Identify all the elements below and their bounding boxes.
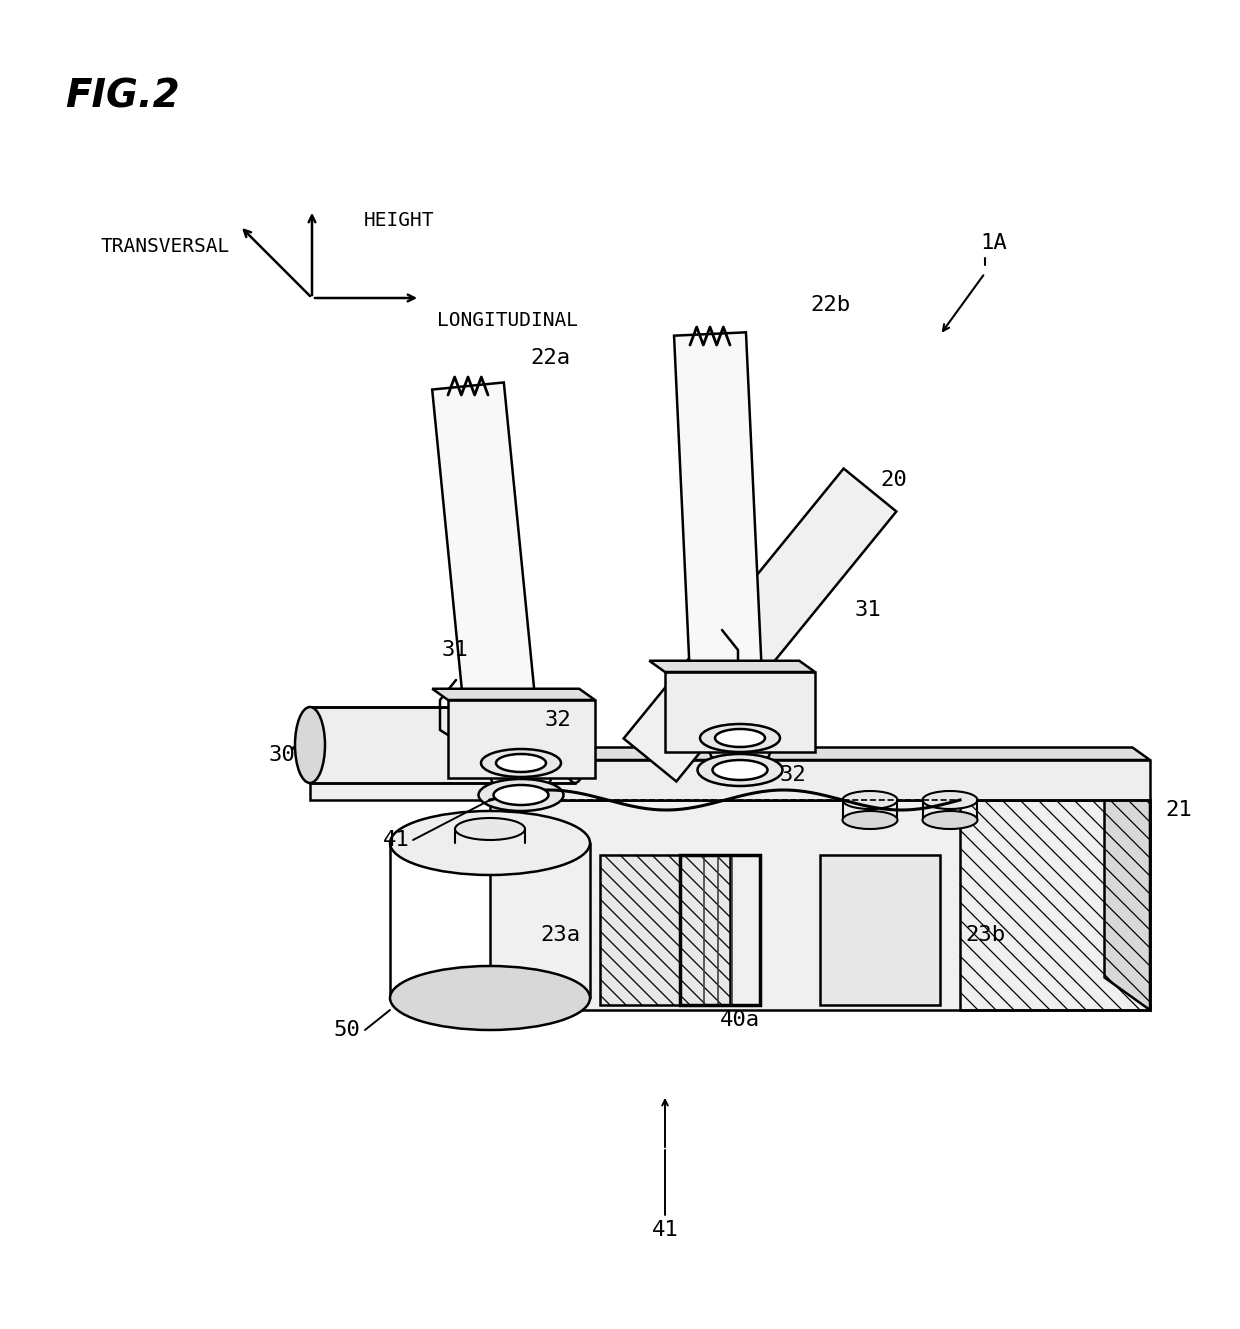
Polygon shape	[293, 747, 1149, 760]
Ellipse shape	[842, 811, 898, 829]
Text: 1A: 1A	[980, 233, 1007, 253]
Text: 30: 30	[268, 746, 295, 766]
Ellipse shape	[481, 750, 560, 777]
Text: 21: 21	[1166, 800, 1192, 820]
Text: 32: 32	[546, 710, 572, 730]
Polygon shape	[600, 855, 730, 1005]
Text: 50: 50	[334, 1019, 360, 1041]
Ellipse shape	[391, 811, 590, 874]
Ellipse shape	[455, 819, 525, 840]
Ellipse shape	[479, 779, 563, 811]
Ellipse shape	[496, 754, 546, 772]
Polygon shape	[1105, 768, 1149, 1010]
Ellipse shape	[715, 730, 765, 747]
Text: 32: 32	[780, 766, 807, 785]
Ellipse shape	[923, 811, 977, 829]
Text: LONGITUDINAL: LONGITUDINAL	[436, 311, 578, 330]
Polygon shape	[433, 383, 541, 764]
Text: 41: 41	[383, 831, 410, 851]
Text: 23a: 23a	[539, 925, 580, 945]
Polygon shape	[624, 469, 897, 781]
Ellipse shape	[701, 724, 780, 752]
Polygon shape	[650, 661, 815, 672]
Ellipse shape	[494, 785, 548, 805]
Polygon shape	[665, 672, 815, 752]
Polygon shape	[310, 760, 1149, 800]
Text: 31: 31	[856, 599, 882, 621]
Ellipse shape	[563, 707, 587, 783]
Text: 23b: 23b	[965, 925, 1006, 945]
Text: 22b: 22b	[810, 295, 851, 315]
Ellipse shape	[923, 791, 977, 809]
Text: FIG.2: FIG.2	[64, 78, 180, 116]
Ellipse shape	[391, 966, 590, 1030]
Polygon shape	[448, 700, 595, 777]
Ellipse shape	[295, 707, 325, 783]
Polygon shape	[820, 855, 940, 1005]
Ellipse shape	[697, 754, 782, 785]
Text: 31: 31	[441, 641, 467, 661]
Text: TRANSVERSAL: TRANSVERSAL	[100, 237, 229, 255]
Text: 41: 41	[652, 1220, 678, 1240]
Polygon shape	[490, 800, 1149, 1010]
Text: 40a: 40a	[720, 1010, 760, 1030]
Text: 22a: 22a	[529, 348, 570, 368]
Ellipse shape	[842, 791, 898, 809]
Text: HEIGHT: HEIGHT	[365, 210, 434, 230]
Polygon shape	[433, 688, 595, 700]
Polygon shape	[310, 707, 575, 783]
Ellipse shape	[713, 760, 768, 780]
Polygon shape	[675, 332, 764, 722]
Text: 20: 20	[880, 470, 906, 490]
Polygon shape	[444, 768, 1149, 800]
